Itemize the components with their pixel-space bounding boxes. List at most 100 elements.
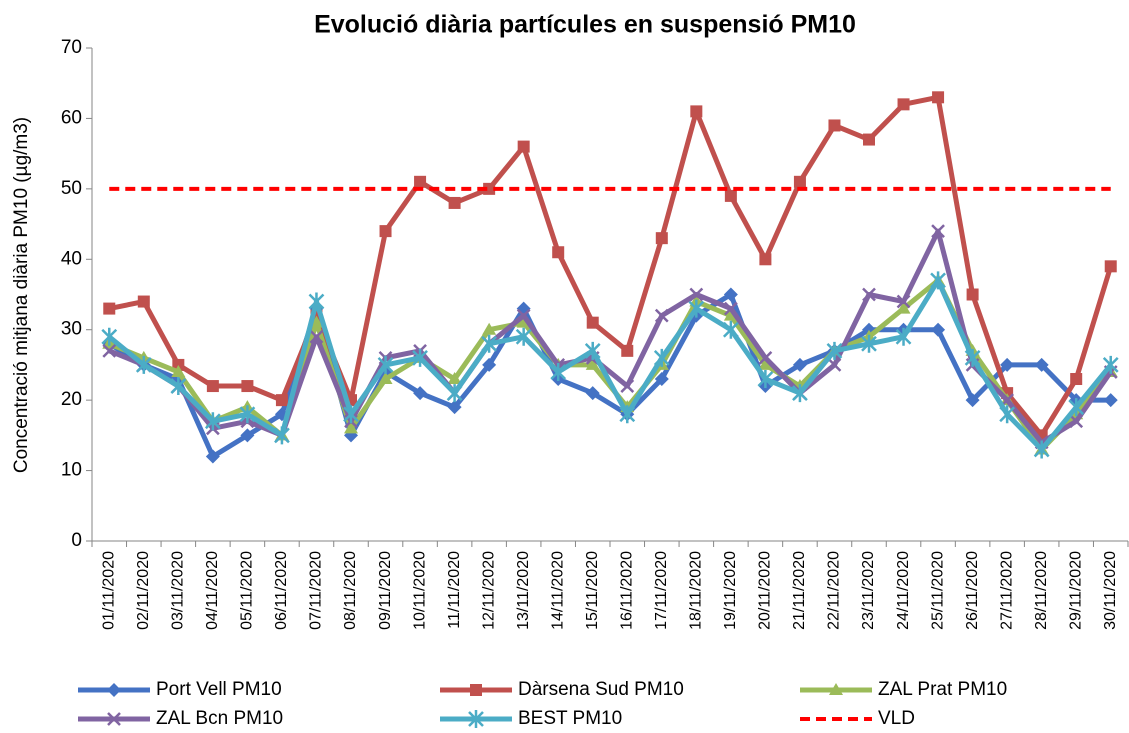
x-tick-label: 05/11/2020 [239,551,256,630]
marker [378,372,393,385]
x-tick-label: 08/11/2020 [342,551,359,630]
marker [654,308,669,323]
chart-title: Evolució diària partícules en suspensió … [314,11,856,39]
marker [724,189,737,202]
marker [308,292,325,311]
marker [722,320,739,339]
marker [1069,414,1084,429]
y-tick-label: 10 [61,460,82,481]
marker [447,372,462,385]
marker [1103,393,1118,408]
x-tick-label: 21/11/2020 [791,551,808,630]
y-tick-label: 40 [61,248,82,269]
marker [1102,355,1119,374]
x-tick-label: 14/11/2020 [549,551,566,630]
marker [826,341,843,360]
marker [932,91,945,104]
legend-label: ZAL Bcn PM10 [156,708,283,729]
marker [1068,398,1085,417]
marker [619,405,636,424]
marker [828,119,841,132]
marker [412,348,428,367]
marker [552,246,565,259]
marker [137,295,150,308]
series [103,91,1117,442]
marker [792,384,808,403]
marker [414,175,427,188]
marker [448,196,461,209]
marker [204,412,221,431]
x-tick-label: 02/11/2020 [135,551,152,630]
marker [966,288,979,301]
marker [585,386,600,401]
y-tick-label: 30 [61,319,82,340]
x-tick-label: 22/11/2020 [826,551,843,630]
marker [931,322,946,337]
marker [170,377,187,396]
marker [965,393,980,408]
marker [999,405,1016,424]
marker [620,379,635,393]
marker [931,224,945,238]
marker [171,364,186,377]
y-tick-label: 70 [61,37,82,58]
y-tick-label: 20 [61,389,82,410]
x-tick-label: 29/11/2020 [1067,551,1084,630]
x-tick-label: 11/11/2020 [446,551,463,629]
marker [793,175,806,188]
marker [689,287,704,302]
legend-label: Dàrsena Sud PM10 [518,679,684,700]
marker [861,334,877,353]
x-tick-label: 27/11/2020 [998,551,1015,630]
marker [379,225,392,238]
marker [103,302,116,315]
marker [309,329,324,344]
marker [482,322,497,335]
legend-marker [107,683,121,697]
legend-item: ZAL Bcn PM10 [78,708,283,729]
marker [654,372,669,387]
legend-label: ZAL Prat PM10 [878,679,1007,700]
marker [101,327,118,346]
x-tick-label: 15/11/2020 [584,551,601,630]
series [101,271,1119,459]
marker [516,308,531,323]
marker [1000,357,1015,372]
marker [344,421,358,434]
marker [621,344,634,357]
x-tick-label: 09/11/2020 [377,551,394,630]
x-tick-label: 07/11/2020 [308,551,325,630]
marker [723,287,738,302]
series-line [107,292,1111,459]
marker [135,355,152,374]
legend-label: VLD [878,708,915,729]
marker [515,327,532,346]
marker [275,394,288,407]
x-tick-label: 25/11/2020 [929,551,946,630]
marker [377,355,394,374]
marker [517,140,530,153]
marker [586,316,599,329]
x-tick-label: 10/11/2020 [411,551,428,630]
legend-item: ZAL Prat PM10 [800,679,1007,700]
x-tick-label: 04/11/2020 [204,551,221,630]
marker [447,400,462,415]
marker [896,301,911,314]
marker [758,351,773,365]
x-tick-label: 17/11/2020 [653,551,670,630]
x-tick-label: 24/11/2020 [895,551,912,630]
x-tick-label: 20/11/2020 [757,551,774,630]
x-tick-label: 30/11/2020 [1102,551,1119,630]
marker [1033,440,1050,459]
marker [895,327,912,346]
marker [930,271,946,290]
series-line [107,277,1113,452]
marker [240,428,255,443]
marker [827,358,842,372]
y-tick-label: 0 [71,530,82,551]
marker [723,301,738,316]
x-tick-label: 16/11/2020 [618,551,635,630]
marker [792,357,807,372]
x-tick-label: 06/11/2020 [273,551,290,630]
